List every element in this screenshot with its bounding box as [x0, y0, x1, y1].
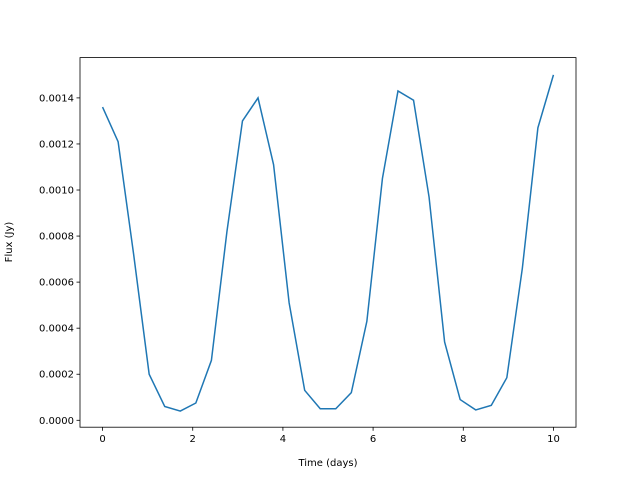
x-axis-label: Time (days) [297, 458, 357, 469]
x-tick-label: 4 [280, 434, 286, 445]
y-tick-label: 0.0000 [39, 416, 74, 427]
y-tick-label: 0.0008 [39, 232, 74, 243]
x-tick-label: 10 [547, 434, 560, 445]
x-tick-label: 2 [190, 434, 196, 445]
data-line [101, 74, 555, 412]
y-tick-label: 0.0002 [39, 370, 74, 381]
y-axis-label: Flux (Jy) [4, 222, 15, 263]
y-tick-label: 0.0012 [39, 139, 74, 150]
x-tick-label: 8 [460, 434, 466, 445]
x-tick-label: 0 [99, 434, 105, 445]
y-tick-label: 0.0006 [39, 278, 74, 289]
axes-frame [79, 57, 577, 428]
y-tick-label: 0.0010 [39, 186, 74, 197]
y-tick-label: 0.0014 [39, 93, 74, 104]
x-tick-label: 6 [370, 434, 376, 445]
y-tick-label: 0.0004 [39, 324, 74, 335]
